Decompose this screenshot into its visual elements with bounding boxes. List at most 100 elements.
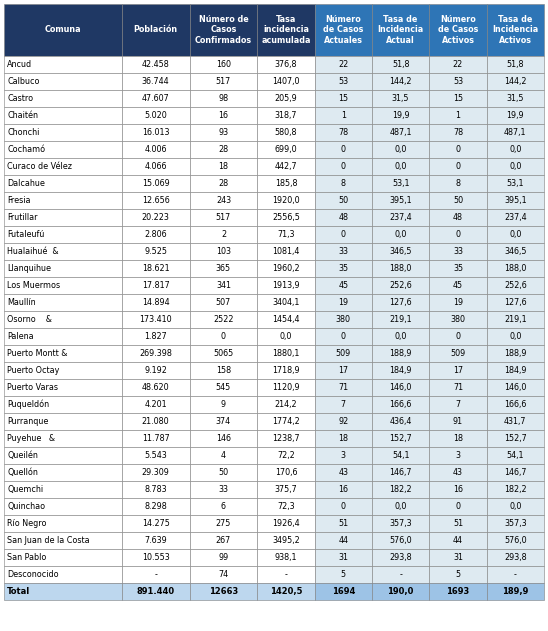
Text: 1774,2: 1774,2	[272, 417, 300, 426]
Text: 293,8: 293,8	[389, 553, 412, 562]
Text: Futaleufú: Futaleufú	[7, 230, 44, 239]
Text: 9.525: 9.525	[144, 247, 167, 256]
Bar	[372, 566, 429, 583]
Text: Población: Población	[134, 25, 178, 35]
Bar	[122, 464, 190, 481]
Text: 0: 0	[341, 145, 346, 154]
Bar	[487, 90, 544, 107]
Text: Llanquihue: Llanquihue	[7, 264, 51, 273]
Bar	[258, 566, 315, 583]
Bar	[258, 396, 315, 413]
Text: 152,7: 152,7	[389, 434, 412, 443]
Bar	[315, 566, 372, 583]
Bar	[315, 56, 372, 73]
Bar	[487, 226, 544, 243]
Bar	[122, 566, 190, 583]
Bar	[487, 345, 544, 362]
Bar	[122, 124, 190, 141]
Bar	[190, 515, 258, 532]
Text: 275: 275	[216, 519, 231, 528]
Bar	[315, 447, 372, 464]
Bar	[4, 566, 122, 583]
Bar	[258, 379, 315, 396]
Text: 51,8: 51,8	[506, 60, 524, 69]
Text: 48.620: 48.620	[142, 383, 169, 392]
Text: 33: 33	[453, 247, 463, 256]
Bar	[122, 583, 190, 600]
Bar	[487, 362, 544, 379]
Bar	[315, 328, 372, 345]
Text: 51,8: 51,8	[392, 60, 409, 69]
Text: 487,1: 487,1	[390, 128, 412, 137]
Text: 144,2: 144,2	[390, 77, 412, 86]
Bar	[487, 515, 544, 532]
Bar	[258, 328, 315, 345]
Bar	[372, 226, 429, 243]
Text: 18: 18	[338, 434, 349, 443]
Text: Curaco de Vélez: Curaco de Vélez	[7, 162, 72, 171]
Bar	[4, 549, 122, 566]
Bar	[122, 4, 190, 56]
Text: 50: 50	[453, 196, 463, 205]
Bar	[429, 345, 487, 362]
Text: 346,5: 346,5	[390, 247, 412, 256]
Bar	[372, 362, 429, 379]
Text: Puerto Varas: Puerto Varas	[7, 383, 58, 392]
Text: 16: 16	[453, 485, 463, 494]
Bar	[429, 549, 487, 566]
Text: 395,1: 395,1	[389, 196, 412, 205]
Text: 243: 243	[216, 196, 231, 205]
Text: 43: 43	[453, 468, 463, 477]
Bar	[487, 549, 544, 566]
Bar	[258, 447, 315, 464]
Bar	[429, 73, 487, 90]
Bar	[487, 107, 544, 124]
Bar	[4, 498, 122, 515]
Bar	[315, 532, 372, 549]
Bar	[315, 226, 372, 243]
Bar	[315, 209, 372, 226]
Text: Número de
Casos
Confirmados: Número de Casos Confirmados	[195, 15, 252, 45]
Bar	[372, 481, 429, 498]
Bar	[4, 90, 122, 107]
Text: 214,2: 214,2	[275, 400, 298, 409]
Text: 99: 99	[218, 553, 229, 562]
Text: 2: 2	[221, 230, 226, 239]
Text: 19: 19	[453, 298, 463, 307]
Text: 1420,5: 1420,5	[270, 587, 302, 596]
Bar	[372, 243, 429, 260]
Text: -: -	[154, 570, 157, 579]
Text: 22: 22	[338, 60, 349, 69]
Bar	[122, 413, 190, 430]
Bar	[429, 311, 487, 328]
Text: 10.553: 10.553	[142, 553, 169, 562]
Text: 152,7: 152,7	[504, 434, 527, 443]
Bar	[372, 498, 429, 515]
Bar	[372, 328, 429, 345]
Bar	[372, 532, 429, 549]
Bar	[429, 532, 487, 549]
Bar	[429, 260, 487, 277]
Bar	[4, 583, 122, 600]
Bar	[190, 396, 258, 413]
Text: Número
de Casos
Actuales: Número de Casos Actuales	[323, 15, 363, 45]
Text: 31,5: 31,5	[506, 94, 524, 103]
Bar	[429, 515, 487, 532]
Bar	[372, 583, 429, 600]
Text: 0: 0	[341, 230, 346, 239]
Bar	[190, 362, 258, 379]
Bar	[258, 192, 315, 209]
Text: 45: 45	[338, 281, 349, 290]
Text: 1718,9: 1718,9	[272, 366, 300, 375]
Bar	[190, 498, 258, 515]
Text: Puerto Montt &: Puerto Montt &	[7, 349, 67, 358]
Text: 31: 31	[338, 553, 349, 562]
Text: 144,2: 144,2	[504, 77, 527, 86]
Bar	[372, 73, 429, 90]
Bar	[429, 379, 487, 396]
Text: 19: 19	[338, 298, 349, 307]
Bar	[258, 311, 315, 328]
Text: 16.013: 16.013	[142, 128, 169, 137]
Bar	[315, 90, 372, 107]
Bar	[258, 481, 315, 498]
